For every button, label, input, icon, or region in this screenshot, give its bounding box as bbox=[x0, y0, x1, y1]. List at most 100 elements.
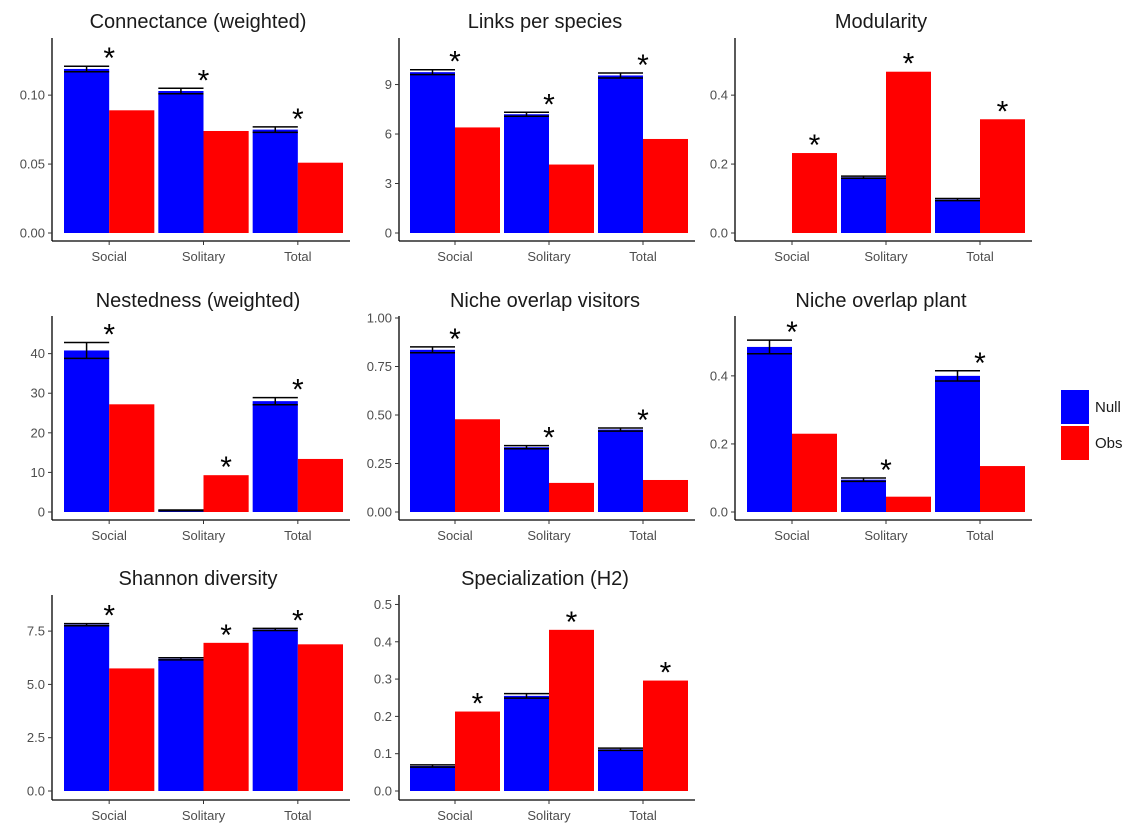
bar-null-solitary bbox=[841, 177, 886, 233]
x-tick-label: Solitary bbox=[182, 249, 226, 264]
panel-title: Nestedness (weighted) bbox=[96, 290, 301, 312]
bar-obs-social bbox=[455, 419, 500, 512]
bar-null-social bbox=[64, 68, 110, 233]
significance-star: * bbox=[449, 46, 461, 79]
y-tick-label: 0 bbox=[385, 226, 392, 241]
significance-star: * bbox=[292, 374, 304, 407]
x-tick-label: Solitary bbox=[864, 528, 908, 543]
bar-obs-solitary bbox=[203, 475, 249, 512]
x-tick-label: Solitary bbox=[527, 528, 571, 543]
y-tick-label: 5.0 bbox=[27, 677, 45, 692]
x-tick-label: Social bbox=[91, 808, 127, 823]
y-tick-label: 20 bbox=[31, 425, 45, 440]
chart-panels: Connectance (weighted) 0.0 0 0.05 0.10 * Socia… bbox=[20, 11, 1032, 823]
y-tick-label: 0.50 bbox=[367, 408, 392, 423]
significance-star: * bbox=[103, 319, 115, 352]
panel-title: Niche overlap visitors bbox=[450, 290, 640, 312]
legend-label-obs: Obs bbox=[1095, 435, 1123, 452]
significance-star: * bbox=[543, 88, 555, 121]
significance-star: * bbox=[220, 619, 232, 652]
bar-obs-social bbox=[109, 110, 155, 233]
panel-title: Shannon diversity bbox=[119, 568, 278, 590]
panel-modularity: Modularity 0.0 0.2 0.4 * Social * Solitary * Tota… bbox=[710, 11, 1032, 264]
y-tick-label: 6 bbox=[385, 127, 392, 142]
bar-obs-total bbox=[643, 680, 688, 791]
panel-title: Modularity bbox=[835, 11, 927, 33]
bar-null-total bbox=[598, 429, 643, 512]
bar-obs-social bbox=[792, 433, 837, 512]
x-tick-label: Solitary bbox=[182, 808, 226, 823]
significance-star: * bbox=[103, 42, 115, 75]
panel-title: Specialization (H2) bbox=[461, 568, 629, 590]
x-tick-label: Total bbox=[284, 528, 312, 543]
y-tick-label: 0.0 bbox=[710, 505, 728, 520]
panel-nestedness-weighted: Nestedness (weighted) 0 10 20 30 40 * Social * So… bbox=[31, 290, 350, 543]
bar-obs-social bbox=[109, 404, 155, 512]
panel-niche-overlap-visitors: Niche overlap visitors 0.00 0.25 0.50 0.75 1.… bbox=[367, 290, 695, 543]
bar-obs-solitary bbox=[886, 71, 931, 233]
bar-obs-total bbox=[980, 466, 1025, 512]
y-tick-label: 0.4 bbox=[710, 368, 728, 383]
bar-obs-total bbox=[297, 644, 343, 791]
x-tick-label: Social bbox=[774, 528, 810, 543]
y-tick-label: 0.5 bbox=[374, 597, 392, 612]
y-tick-label: 0.1 bbox=[374, 746, 392, 761]
significance-star: * bbox=[637, 49, 649, 82]
bar-null-social bbox=[410, 766, 455, 791]
significance-star: * bbox=[880, 454, 892, 487]
bar-null-social bbox=[747, 346, 792, 512]
x-tick-label: Solitary bbox=[527, 808, 571, 823]
bar-null-total bbox=[252, 629, 298, 791]
y-tick-label: 10 bbox=[31, 465, 45, 480]
x-tick-label: Total bbox=[629, 528, 657, 543]
bar-null-solitary bbox=[504, 695, 549, 791]
y-tick-label: 0.4 bbox=[374, 634, 392, 649]
bar-null-total bbox=[252, 401, 298, 512]
panel-shannon-diversity: Shannon diversity 0.0 2.5 5.0 7.5 * Social * Sol… bbox=[27, 568, 350, 823]
chart-legend: Null Obs bbox=[1061, 390, 1123, 460]
significance-star: * bbox=[566, 606, 578, 639]
significance-star: * bbox=[220, 451, 232, 484]
x-tick-label: Solitary bbox=[864, 249, 908, 264]
significance-star: * bbox=[449, 323, 461, 356]
y-tick-label: 1.00 bbox=[367, 311, 392, 326]
bar-obs-social bbox=[792, 153, 837, 233]
y-tick-label: 0.0 bbox=[710, 226, 728, 241]
bar-obs-total bbox=[980, 119, 1025, 233]
bar-null-total bbox=[598, 75, 643, 233]
bar-obs-solitary bbox=[549, 629, 594, 791]
bar-obs-solitary bbox=[203, 642, 249, 791]
bar-null-total bbox=[252, 129, 298, 233]
x-tick-label: Total bbox=[629, 249, 657, 264]
bar-null-solitary bbox=[504, 447, 549, 512]
bar-obs-total bbox=[297, 162, 343, 233]
legend-swatch-obs bbox=[1061, 426, 1089, 460]
significance-star: * bbox=[903, 48, 915, 81]
panel-links-per-species: Links per species 0 3 6 9 * Social * Solitary * To… bbox=[385, 11, 695, 264]
x-tick-label: Total bbox=[966, 528, 994, 543]
x-tick-label: Total bbox=[284, 808, 312, 823]
x-tick-label: Social bbox=[437, 528, 473, 543]
bar-obs-solitary bbox=[886, 496, 931, 512]
panel-title: Links per species bbox=[468, 11, 623, 33]
significance-star: * bbox=[543, 422, 555, 455]
significance-star: * bbox=[292, 604, 304, 637]
significance-star: * bbox=[472, 688, 484, 721]
y-tick-label: 0.2 bbox=[710, 157, 728, 172]
significance-star: * bbox=[292, 103, 304, 136]
y-tick-label: 0.05 bbox=[20, 157, 45, 172]
panel-connectance-weighted: Connectance (weighted) 0.00 0.05 0.10 * Socia… bbox=[20, 11, 350, 264]
significance-star: * bbox=[997, 95, 1009, 128]
y-tick-label: 0.0 bbox=[27, 784, 45, 799]
y-tick-label: 30 bbox=[31, 386, 45, 401]
significance-star: * bbox=[974, 347, 986, 380]
bar-null-social bbox=[64, 624, 110, 791]
y-tick-label: 3 bbox=[385, 176, 392, 191]
x-tick-label: Social bbox=[774, 249, 810, 264]
y-tick-label: 0.10 bbox=[20, 88, 45, 103]
bar-obs-total bbox=[643, 479, 688, 512]
x-tick-label: Social bbox=[91, 528, 127, 543]
x-tick-label: Total bbox=[629, 808, 657, 823]
panel-title: Connectance (weighted) bbox=[90, 11, 307, 33]
